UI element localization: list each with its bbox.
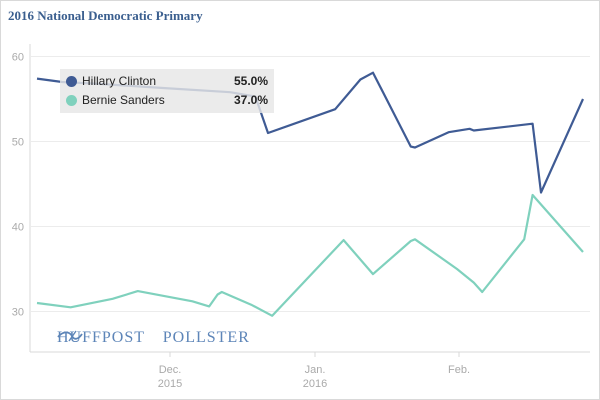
huffpost-pollster-logo: HUFFPOST POLLSTER	[57, 329, 250, 349]
x-tick-year-label: 2016	[303, 378, 327, 390]
legend-dot-icon	[66, 95, 77, 106]
x-tick-year-label: 2015	[158, 378, 182, 390]
legend-dot-icon	[66, 76, 77, 87]
y-tick-label: 60	[12, 52, 24, 64]
brand-left-text: HUFFPOST	[57, 329, 145, 346]
legend-label: Hillary Clinton	[82, 74, 157, 88]
brand-right-text: POLLSTER	[162, 329, 250, 346]
y-tick-label: 50	[12, 137, 24, 149]
series-line-sanders[interactable]	[36, 193, 584, 317]
legend-item-sanders[interactable]: Bernie Sanders 37.0%	[66, 91, 268, 109]
legend-value: 37.0%	[233, 93, 268, 107]
x-tick-label: Jan.	[305, 364, 326, 376]
x-tick-label: Feb.	[448, 364, 470, 376]
y-tick-label: 30	[12, 307, 24, 319]
chart-title: 2016 National Democratic Primary	[8, 8, 203, 23]
legend-value: 55.0%	[233, 74, 268, 88]
legend-label: Bernie Sanders	[82, 93, 165, 107]
y-tick-label: 40	[12, 222, 24, 234]
legend: Hillary Clinton 55.0% Bernie Sanders 37.…	[60, 69, 274, 113]
legend-item-clinton[interactable]: Hillary Clinton 55.0%	[66, 72, 268, 90]
x-tick-label: Dec.	[159, 364, 182, 376]
